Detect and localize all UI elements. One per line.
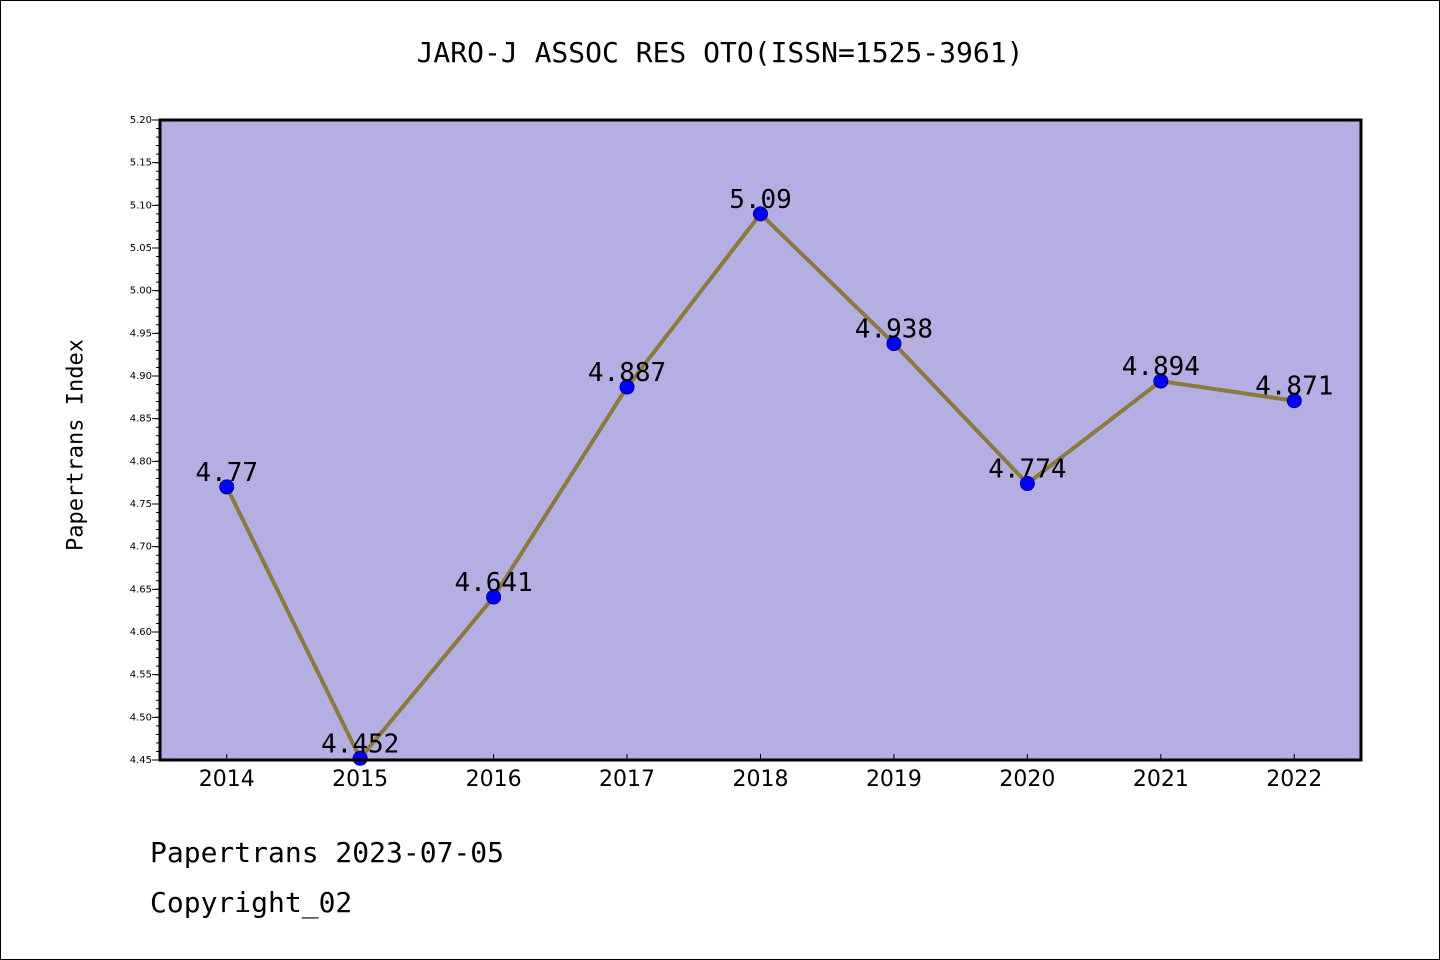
y-tick-label: 4.95 [130,328,152,339]
data-point [619,379,635,395]
x-tick-label: 2018 [733,767,789,792]
footer-copyright: Copyright_02 [150,886,353,919]
data-label: 4.77 [195,458,258,488]
data-label: 4.774 [988,455,1066,485]
x-tick-label: 2015 [332,767,388,792]
data-label: 4.938 [855,315,933,345]
data-label: 5.09 [729,185,792,215]
data-point [352,750,368,766]
x-tick-label: 2017 [599,767,655,792]
y-tick-label: 4.45 [130,755,152,766]
y-tick-label: 5.10 [130,200,152,211]
y-tick-label: 5.00 [130,286,152,297]
data-label: 4.894 [1122,352,1200,382]
data-point [886,336,902,352]
x-tick-label: 2021 [1133,767,1189,792]
y-tick-label: 4.60 [130,627,152,638]
y-tick-label: 5.05 [130,243,152,254]
x-tick-label: 2020 [999,767,1055,792]
x-tick-label: 2022 [1266,767,1322,792]
y-tick-label: 4.70 [130,542,152,553]
y-tick-label: 5.15 [130,158,152,169]
x-tick-label: 2016 [466,767,522,792]
footer-date: Papertrans 2023-07-05 [150,836,505,869]
plot-area [160,120,1361,760]
data-point [219,479,235,495]
data-point [1286,393,1302,409]
plot-border [158,118,1363,762]
data-label: 4.871 [1255,372,1333,402]
x-tick-label: 2014 [199,767,255,792]
data-label: 4.452 [321,729,399,759]
data-point [1019,476,1035,492]
data-label: 4.887 [588,358,666,388]
x-tick-label: 2019 [866,767,922,792]
data-point [1153,373,1169,389]
y-tick-label: 4.55 [130,670,152,681]
y-tick-label: 4.75 [130,499,152,510]
y-tick-label: 4.90 [130,371,152,382]
y-tick-label: 4.85 [130,414,152,425]
data-label: 4.641 [454,568,532,598]
data-point [486,589,502,605]
y-tick-label: 4.65 [130,584,152,595]
data-point [753,206,768,222]
y-tick-label: 4.50 [130,712,152,723]
y-tick-label: 5.20 [130,115,152,126]
chart-title: JARO-J ASSOC RES OTO(ISSN=1525-3961) [416,36,1024,69]
y-tick-label: 4.80 [130,456,152,467]
